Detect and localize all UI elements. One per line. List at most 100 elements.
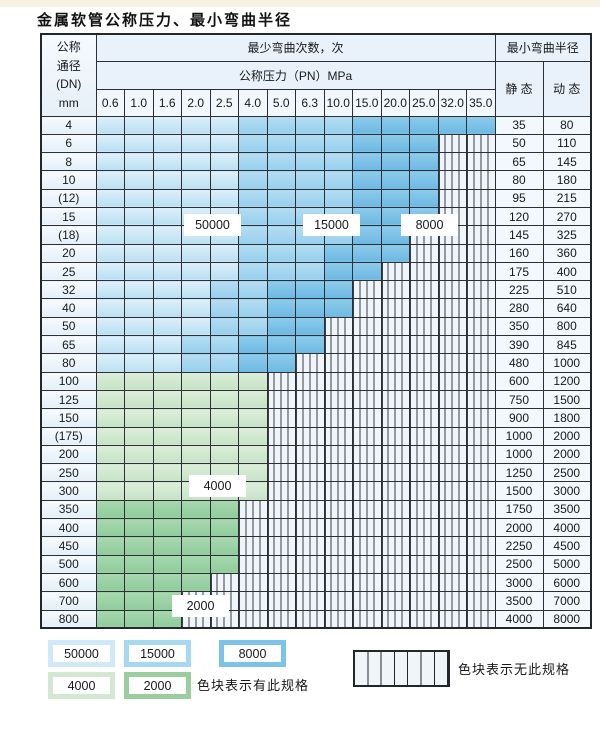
spec-cell — [238, 298, 268, 318]
spec-cell — [181, 115, 211, 135]
spec-cell — [95, 188, 125, 208]
spec-cell — [95, 408, 125, 428]
table-row: (12) 95 215 — [40, 188, 592, 208]
spec-cell — [95, 335, 125, 355]
spec-cell — [409, 152, 439, 172]
spec-cell — [124, 371, 154, 391]
no-spec-cell — [352, 408, 382, 428]
no-spec-cell — [295, 481, 325, 501]
no-spec-cell — [409, 572, 439, 593]
no-spec-cell — [466, 133, 496, 154]
dn-cell: (175) — [40, 426, 97, 446]
static-value-cell: 120 — [494, 206, 544, 227]
spec-cell — [295, 261, 325, 282]
spec-cell — [266, 280, 296, 300]
table-row: (175) 1000 2000 — [40, 426, 592, 446]
no-spec-cell — [466, 170, 496, 190]
spec-cell — [124, 335, 154, 355]
spec-cell — [380, 152, 410, 172]
spec-cell — [152, 133, 182, 154]
dn-cell: (12) — [40, 188, 97, 208]
no-spec-cell — [352, 298, 382, 318]
no-spec-cell — [437, 499, 467, 520]
spec-cell — [209, 499, 239, 520]
spec-cell — [238, 188, 268, 208]
spec-cell — [124, 298, 154, 318]
spec-cell — [295, 316, 325, 337]
no-spec-cell — [352, 353, 382, 373]
spec-cell — [95, 609, 125, 629]
no-spec-cell — [238, 591, 268, 611]
no-spec-cell — [409, 243, 439, 263]
spec-cell — [95, 463, 125, 483]
spec-cell — [352, 133, 382, 154]
no-spec-cell — [466, 426, 496, 446]
no-spec-cell — [437, 298, 467, 318]
spec-cell — [209, 316, 239, 337]
no-spec-cell — [295, 353, 325, 373]
no-spec-cell — [295, 463, 325, 483]
dn-cell: 65 — [40, 335, 97, 355]
spec-cell — [209, 261, 239, 282]
spec-cell — [295, 115, 325, 135]
static-value-cell: 35 — [494, 115, 544, 135]
spec-cell — [323, 280, 353, 300]
no-spec-cell — [380, 353, 410, 373]
spec-cell — [95, 280, 125, 300]
static-value-cell: 2250 — [494, 536, 544, 556]
static-value-cell: 50 — [494, 133, 544, 154]
no-spec-cell — [409, 518, 439, 538]
spec-cell — [124, 316, 154, 337]
dynamic-value-cell: 1800 — [542, 408, 592, 428]
no-spec-cell — [437, 518, 467, 538]
no-spec-cell — [466, 225, 496, 245]
spec-cell — [124, 518, 154, 538]
no-spec-cell — [266, 371, 296, 391]
spec-cell — [95, 572, 125, 593]
dynamic-value-cell: 510 — [542, 280, 592, 300]
no-spec-cell — [266, 481, 296, 501]
no-spec-cell — [437, 536, 467, 556]
no-spec-cell — [352, 371, 382, 391]
spec-cell — [466, 115, 496, 135]
table-row: 20 160 360 — [40, 243, 592, 263]
spec-cell — [152, 554, 182, 574]
table-row: 4 35 80 — [40, 115, 592, 135]
no-spec-cell — [295, 609, 325, 629]
no-spec-cell — [266, 389, 296, 410]
legend-swatch-4000: 4000 — [48, 672, 115, 699]
corner-header-line: mm — [58, 95, 79, 110]
static-value-cell: 750 — [494, 389, 544, 410]
dn-cell: 500 — [40, 554, 97, 574]
spec-cell — [124, 170, 154, 190]
spec-cell — [181, 152, 211, 172]
spec-cell — [209, 408, 239, 428]
table-row: 40 280 640 — [40, 298, 592, 318]
spec-cell — [380, 188, 410, 208]
spec-table-wrapper: 公称 通径 (DN) mm 最少弯曲次数，次 最小弯曲半径 公称压力（PN）MPa 静 态动 … — [40, 33, 592, 630]
spec-cell — [181, 335, 211, 355]
spec-cell — [295, 298, 325, 318]
spec-cell — [152, 243, 182, 263]
static-value-cell: 175 — [494, 261, 544, 282]
pressure-tick: 6.3 — [295, 88, 325, 117]
dynamic-value-cell: 215 — [542, 188, 592, 208]
dynamic-value-cell: 325 — [542, 225, 592, 245]
spec-cell — [380, 170, 410, 190]
dn-cell: 800 — [40, 609, 97, 629]
no-spec-cell — [380, 316, 410, 337]
legend-swatch-value: 2000 — [129, 677, 186, 694]
spec-cell — [152, 170, 182, 190]
no-spec-cell — [238, 518, 268, 538]
spec-cell — [238, 371, 268, 391]
dynamic-value-cell: 8000 — [542, 609, 592, 629]
no-spec-cell — [409, 536, 439, 556]
no-spec-cell — [466, 316, 496, 337]
spec-cell — [295, 335, 325, 355]
spec-cell — [124, 536, 154, 556]
no-spec-cell — [409, 499, 439, 520]
no-spec-cell — [352, 316, 382, 337]
spec-cell — [152, 188, 182, 208]
dn-cell: 50 — [40, 316, 97, 337]
